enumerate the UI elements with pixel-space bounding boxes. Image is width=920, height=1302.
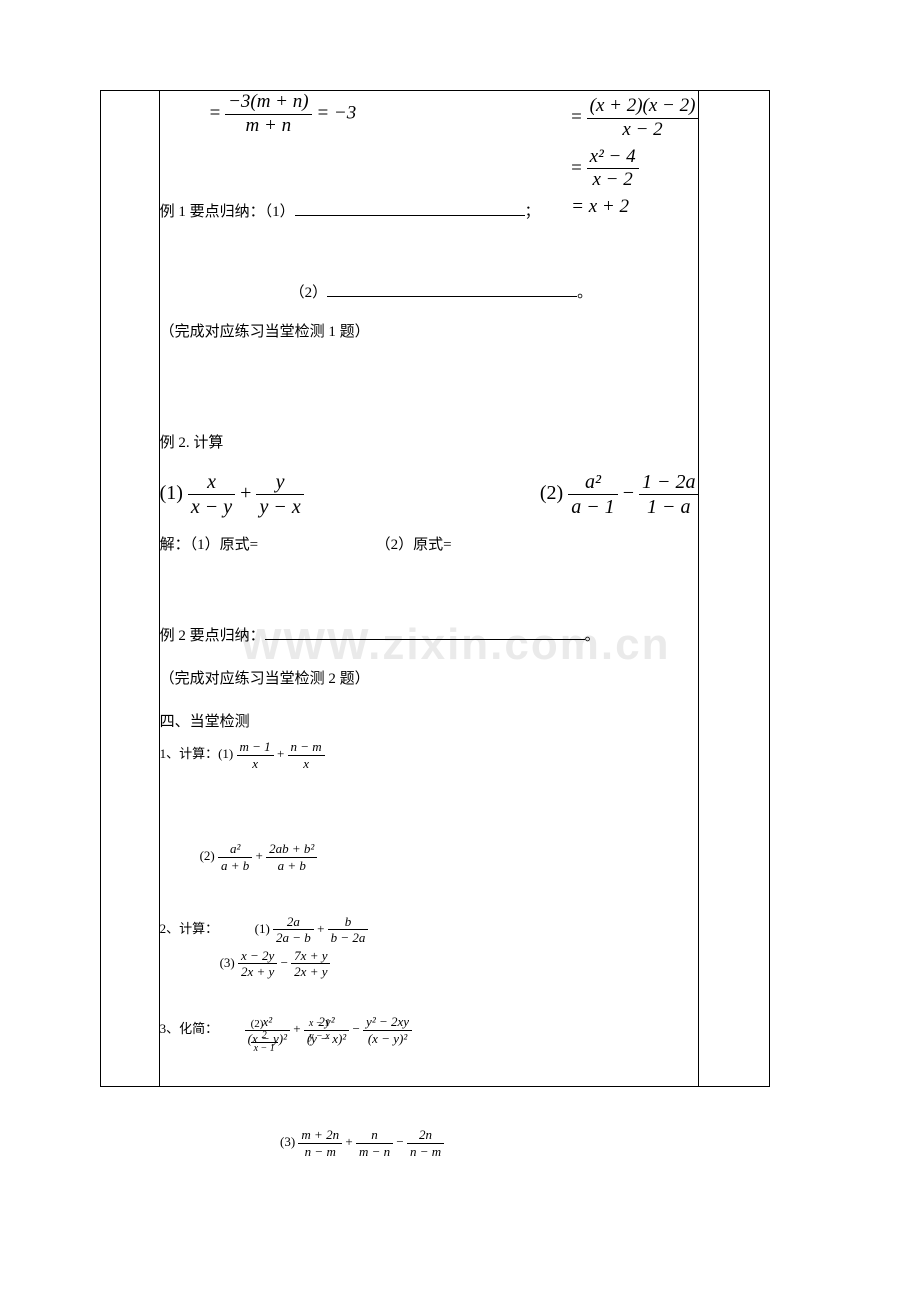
ex2-problem-1: (1) x x − y + y y − x <box>160 470 304 519</box>
main-content-cell: = −3(m + n) m + n = −3 = (x + 2) <box>159 91 699 1087</box>
q1b-label: (2) <box>200 848 215 863</box>
q3-label: 3、化简： <box>160 1021 219 1036</box>
blank-line <box>327 281 577 297</box>
blank-line <box>295 200 525 216</box>
eq-top-right: = (x + 2)(x − 2) x − 2 = x² − 4 <box>571 91 698 222</box>
q2a-label: (1) <box>255 921 270 936</box>
eq-top-left: = −3(m + n) m + n = −3 <box>210 91 357 138</box>
ex1-practice-note: （完成对应练习当堂检测 1 题） <box>160 324 370 340</box>
ex1-summary-label: 例 1 要点归纳：（1） <box>160 204 295 220</box>
ex2-sol1: 解：（1）原式= <box>160 537 258 553</box>
bottom-expression: (3) m + 2n n − m + n m − n − 2n n − m <box>280 1127 820 1159</box>
blank-line <box>265 624 585 640</box>
ex2-title: 例 2. 计算 <box>160 435 224 451</box>
q2c-label: (3) <box>220 955 235 970</box>
eq-top-left-result: = −3 <box>316 103 356 124</box>
content-table: = −3(m + n) m + n = −3 = (x + 2) <box>100 90 770 1087</box>
semicolon: ； <box>525 204 540 220</box>
eq-top-right-result: = x + 2 <box>571 196 629 217</box>
q2-label: 2、计算： <box>160 921 219 936</box>
section4-title: 四、当堂检测 <box>160 714 250 730</box>
ex1-summary2-label: （2） <box>290 285 328 301</box>
right-margin-cell <box>699 91 770 1087</box>
ex2-practice-note: （完成对应练习当堂检测 2 题） <box>160 671 370 687</box>
q1-label: 1、计算：(1) <box>160 746 234 761</box>
period: 。 <box>577 285 592 301</box>
ex2-problem-2: (2) a² a − 1 − 1 − 2a 1 − a <box>540 470 699 519</box>
period: 。 <box>585 628 600 644</box>
ex2-summary-label: 例 2 要点归纳： <box>160 628 265 644</box>
ex2-sol2: （2）原式= <box>376 537 452 553</box>
left-margin-cell <box>101 91 160 1087</box>
